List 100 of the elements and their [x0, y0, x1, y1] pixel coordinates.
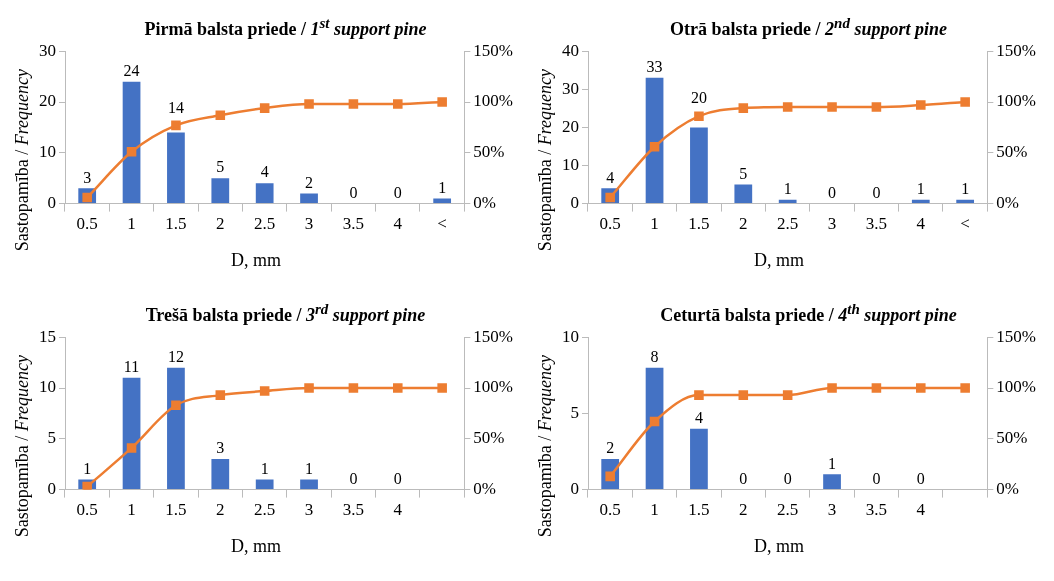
x-tick-label: 3.5 [342, 500, 365, 520]
chart-title: Ceturtā balsta priede / 4$^{th}$ support pine [660, 301, 957, 325]
data-label: 12 [167, 347, 184, 365]
y-tick-label: 10 [562, 326, 579, 346]
point [649, 141, 660, 152]
y-tick-label: 10 [39, 142, 56, 162]
x-tick-label: 1 [650, 214, 659, 234]
point [649, 416, 660, 427]
x-axis-title: D, mm [230, 535, 282, 557]
y2-tick-label: 100% [473, 91, 514, 111]
y-tick-label: 20 [39, 91, 56, 111]
point [437, 97, 447, 107]
x-tick-label: 2.5 [254, 500, 276, 520]
y-axis-title: Sastopamība / Frequency [534, 355, 555, 538]
bar [690, 428, 708, 490]
point [215, 110, 226, 120]
point [738, 103, 749, 113]
y-tick-label: 10 [39, 377, 56, 397]
chart-title: Pirmā balsta priede / 1$^{st}$ support pine [144, 15, 427, 39]
x-tick-label: 1 [650, 500, 659, 520]
data-label: 11 [123, 358, 140, 376]
y-tick-label: 0 [570, 193, 579, 213]
data-label: 2 [305, 173, 314, 191]
bar [300, 193, 318, 204]
x-tick-label: 0.5 [599, 214, 621, 234]
point [171, 120, 181, 131]
bar [211, 178, 230, 204]
point [827, 102, 837, 112]
data-label: 0 [872, 183, 881, 201]
point [393, 99, 403, 109]
x-tick-label: 1.5 [688, 214, 710, 234]
data-label: 1 [916, 179, 925, 197]
point [871, 102, 882, 112]
bar [300, 479, 318, 490]
bar [122, 377, 141, 490]
y2-tick-label: 100% [996, 377, 1037, 397]
y2-tick-label: 150% [473, 326, 514, 346]
point [960, 97, 970, 107]
y-tick-label: 15 [39, 326, 56, 346]
x-tick-label: 3 [304, 500, 314, 520]
x-tick-label: 2 [739, 214, 748, 234]
y2-tick-label: 150% [996, 40, 1037, 60]
y2-tick-label: 100% [473, 377, 514, 397]
x-tick-label: 1 [127, 500, 136, 520]
y2-tick-label: 0% [473, 479, 497, 499]
data-label: 14 [167, 98, 184, 116]
y2-tick-label: 50% [473, 428, 505, 448]
y-tick-label: 0 [47, 479, 56, 499]
y-tick-label: 5 [570, 402, 579, 422]
point [738, 390, 749, 400]
point [694, 390, 704, 400]
point [215, 390, 226, 400]
y-tick-label: 40 [562, 40, 579, 60]
point [82, 481, 92, 490]
y-axis-title: Sastopamība / Frequency [534, 69, 555, 252]
data-label: 4 [260, 163, 269, 181]
bar [255, 183, 274, 204]
y2-tick-label: 150% [473, 40, 514, 60]
x-tick-label: 2.5 [777, 500, 799, 520]
data-label: 3 [216, 439, 225, 457]
data-label: 0 [872, 469, 881, 487]
data-label: 5 [739, 164, 748, 182]
bar [122, 81, 141, 204]
bar [211, 459, 230, 490]
x-tick-label: 0.5 [599, 500, 621, 520]
point [437, 383, 447, 393]
bar [255, 479, 274, 490]
x-tick-label: 2.5 [254, 214, 276, 234]
x-tick-label: 2.5 [777, 214, 799, 234]
bar [645, 367, 664, 490]
y-tick-label: 30 [39, 40, 56, 60]
data-label: 20 [690, 89, 707, 107]
y-axis-title: Sastopamība / Frequency [11, 69, 32, 252]
y-tick-label: 10 [562, 154, 579, 174]
x-tick-label: 3.5 [865, 500, 888, 520]
data-label: 0 [349, 469, 358, 487]
y-tick-label: 0 [47, 193, 56, 213]
data-label: 1 [828, 454, 837, 472]
x-tick-label: 4 [916, 214, 926, 234]
x-tick-label: 1.5 [165, 214, 187, 234]
data-label: 0 [783, 469, 792, 487]
bar [167, 132, 185, 204]
point [126, 147, 137, 157]
bar [734, 184, 753, 204]
x-tick-label: 3 [827, 214, 837, 234]
point [304, 99, 314, 109]
point [393, 383, 403, 393]
point [827, 383, 837, 393]
y2-tick-label: 150% [996, 326, 1037, 346]
y-tick-label: 20 [562, 116, 579, 136]
bar [690, 127, 708, 204]
y2-tick-label: 50% [473, 142, 505, 162]
data-label: 1 [260, 459, 269, 477]
data-label: 0 [828, 183, 837, 201]
data-label: 0 [739, 469, 748, 487]
x-axis-title: D, mm [753, 249, 805, 271]
y2-tick-label: 100% [996, 91, 1037, 111]
y-tick-label: 0 [570, 479, 579, 499]
point [960, 383, 970, 393]
data-label: 0 [916, 469, 925, 487]
